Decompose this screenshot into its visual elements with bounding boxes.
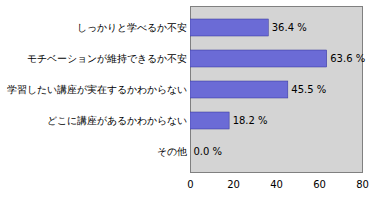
svg-text:36.4 %: 36.4 % xyxy=(272,22,307,33)
svg-text:60: 60 xyxy=(313,179,326,190)
svg-text:45.5 %: 45.5 % xyxy=(291,84,326,95)
svg-text:どこに講座があるかわからない: どこに講座があるかわからない xyxy=(47,115,187,126)
svg-text:18.2 %: 18.2 % xyxy=(233,115,268,126)
svg-text:学習したい講座が実在するかわからない: 学習したい講座が実在するかわからない xyxy=(7,84,187,95)
svg-text:0.0 %: 0.0 % xyxy=(194,146,223,157)
svg-text:0: 0 xyxy=(187,179,193,190)
svg-text:40: 40 xyxy=(270,179,283,190)
svg-text:しっかりと学べるか不安: しっかりと学べるか不安 xyxy=(77,22,187,33)
svg-text:80: 80 xyxy=(356,179,369,190)
svg-text:その他: その他 xyxy=(157,146,187,157)
svg-text:モチベーションが維持できるか不安: モチベーションが維持できるか不安 xyxy=(27,53,187,64)
svg-text:20: 20 xyxy=(227,179,240,190)
svg-text:63.6 %: 63.6 % xyxy=(330,53,365,64)
